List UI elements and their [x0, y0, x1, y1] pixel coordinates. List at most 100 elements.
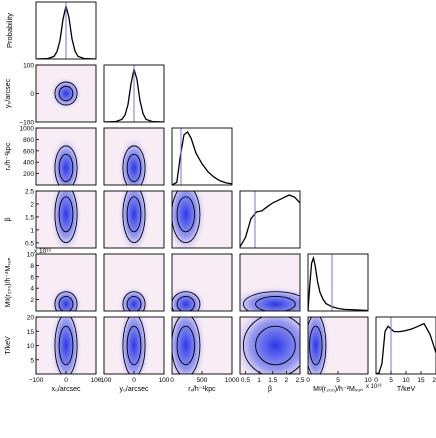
contour-95	[54, 291, 78, 311]
contour-95	[172, 317, 201, 374]
panel-frame	[103, 190, 165, 249]
contour-95	[172, 191, 201, 244]
panel-T-y0	[103, 316, 165, 375]
y-tick-label: 1.5	[25, 214, 34, 221]
density-fill	[240, 317, 300, 374]
contour-68	[126, 325, 142, 366]
panel-frame	[103, 253, 165, 312]
contour-95	[54, 191, 78, 244]
x-tick-label: 0	[374, 377, 378, 384]
contour-68	[126, 296, 142, 311]
x-tick-label: 0	[306, 377, 310, 384]
panel-frame	[103, 127, 165, 186]
panel-frame	[35, 127, 97, 186]
xlabel-x0: x₀/arcsec	[52, 386, 81, 393]
contour-95	[172, 291, 201, 311]
contour-95	[242, 317, 300, 374]
panel-mg-beta	[239, 253, 301, 312]
panel-T-beta	[239, 316, 301, 375]
marginal-T-curve	[376, 322, 436, 374]
y-tick-label: −100	[19, 120, 34, 127]
panel-background	[240, 191, 300, 248]
y-tick-label: 0	[30, 91, 34, 98]
panel-frame	[307, 253, 369, 312]
x-tick-label: 10	[402, 377, 410, 384]
panel-mg-y0	[103, 253, 165, 312]
contour-68	[126, 153, 142, 182]
y-tick-label: 800	[23, 137, 34, 144]
contour-95	[122, 145, 146, 185]
x-tick-label: 0	[64, 377, 68, 384]
contour-68	[58, 85, 74, 102]
marginal-rc-curve	[172, 131, 232, 185]
ylabel-T: T/keV	[5, 336, 12, 355]
contour-95	[54, 145, 78, 185]
marginal-beta-curve	[240, 194, 300, 248]
x-tick-label: 2	[285, 377, 289, 384]
diagonal-ylabel: Probability	[5, 13, 14, 48]
y-tick-label: 15	[27, 329, 35, 336]
contour-68	[58, 196, 74, 233]
panel-frame	[239, 316, 301, 375]
xlabel-mg: Mᵍ(r₂₀₀)/h⁻²Mₛᵤₙ	[313, 386, 363, 393]
contour-95	[122, 291, 146, 311]
panel-frame	[171, 190, 233, 249]
panel-frame	[171, 253, 233, 312]
y-tick-label: 200	[23, 171, 34, 178]
y-tick-label: 8	[30, 263, 34, 270]
panel-frame	[239, 190, 301, 249]
panel-T-T	[375, 316, 436, 375]
y-tick-label: 2.5	[25, 189, 34, 196]
xlabel-y0: y₀/arcsec	[120, 386, 149, 393]
panel-frame	[171, 127, 233, 186]
panel-x0-x0	[35, 1, 97, 60]
y-tick-label: 2	[30, 297, 34, 304]
contour-68	[58, 296, 74, 311]
contour-68	[309, 325, 323, 366]
x-tick-label: 1000	[225, 377, 240, 384]
density-fill	[50, 317, 82, 374]
density-fill	[118, 136, 150, 185]
panel-background	[308, 254, 368, 311]
x-tick-label: 10	[364, 377, 372, 384]
y-tick-label: 4	[30, 286, 34, 293]
contour-68	[176, 296, 195, 311]
contour-95	[122, 317, 146, 374]
panel-y0-x0	[35, 64, 97, 123]
y-multiplier: x 10¹³	[34, 248, 51, 255]
x-tick-label: −100	[29, 377, 44, 384]
contour-95	[54, 317, 78, 374]
y-tick-label: 20	[27, 315, 35, 322]
panel-beta-y0	[103, 190, 165, 249]
density-fill	[50, 136, 82, 185]
panel-frame	[103, 64, 165, 123]
density-fill	[118, 317, 150, 374]
y-tick-label: 6	[30, 274, 34, 281]
contour-95	[242, 291, 300, 311]
y-tick-label: 100	[23, 63, 34, 70]
x-tick-label: 5	[389, 377, 393, 384]
y-tick-label: 1	[30, 227, 34, 234]
panel-frame	[35, 1, 97, 60]
contour-68	[255, 325, 296, 366]
panel-beta-beta	[239, 190, 301, 249]
y-tick-label: 1000	[20, 126, 35, 133]
panel-mg-mg	[307, 253, 369, 312]
contour-95	[308, 317, 327, 374]
panel-y0-y0	[103, 64, 165, 123]
density-fill	[50, 286, 82, 311]
x-tick-label: −100	[97, 377, 112, 384]
xlabel-rc: rₓ/h⁻¹kpc	[188, 386, 216, 393]
xlabel-beta: β	[268, 386, 272, 393]
x-tick-label: 5	[336, 377, 340, 384]
panel-background	[376, 317, 436, 374]
x-multiplier: x 10¹³	[366, 384, 381, 390]
x-tick-label: 20	[432, 377, 436, 384]
ylabel-beta: β	[5, 217, 12, 221]
marginal-mg-curve	[308, 255, 368, 311]
panel-T-rc	[171, 316, 233, 375]
contour-68	[58, 153, 74, 182]
x-tick-label: 0.5	[241, 377, 250, 384]
y-tick-label: 600	[23, 148, 34, 155]
